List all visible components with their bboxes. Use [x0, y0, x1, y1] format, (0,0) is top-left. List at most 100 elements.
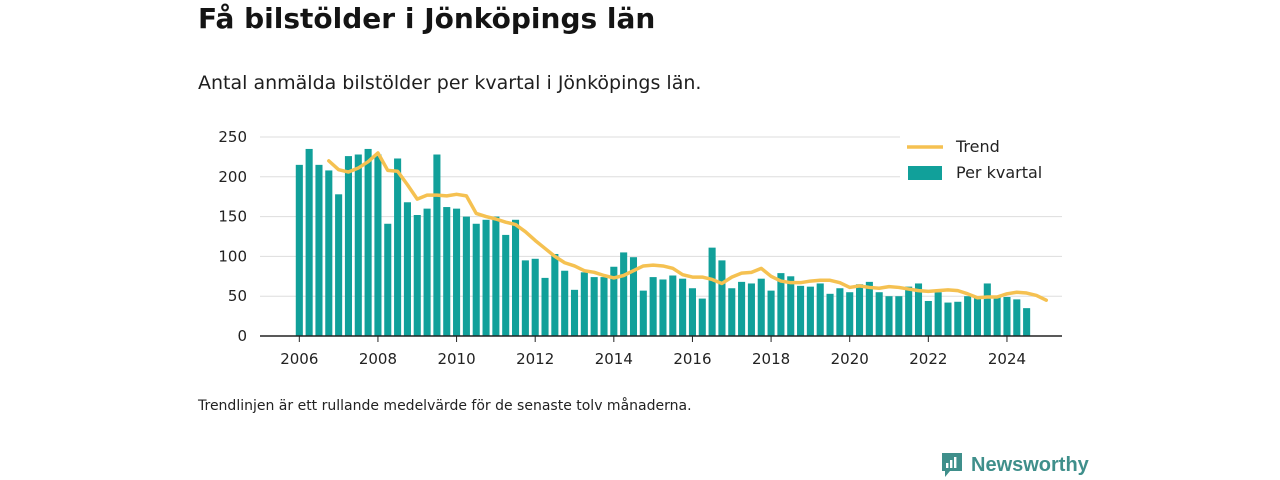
- bar: [590, 277, 598, 336]
- bar: [620, 252, 628, 336]
- bar: [325, 170, 333, 336]
- x-tick-label: 2018: [752, 350, 790, 368]
- bar: [747, 283, 755, 336]
- bar: [806, 286, 814, 336]
- brand-name: Newsworthy: [971, 453, 1089, 476]
- bar: [954, 301, 962, 336]
- bar: [610, 266, 618, 336]
- bar: [708, 247, 716, 336]
- x-tick-label: 2016: [673, 350, 711, 368]
- bar: [570, 289, 579, 336]
- x-tick-label: 2012: [516, 350, 554, 368]
- bar: [964, 296, 972, 336]
- bar: [541, 277, 549, 336]
- x-tick-label: 2014: [595, 350, 633, 368]
- bar: [384, 223, 392, 336]
- y-tick-label: 250: [218, 128, 247, 146]
- bar: [698, 298, 706, 336]
- bar: [600, 277, 608, 336]
- axes: 0 50 100 150 200 250 2006 2008 2010 2012 2014 2016 2…: [218, 128, 1062, 368]
- bar-series: [295, 148, 1031, 336]
- x-tick-label: 2022: [909, 350, 947, 368]
- bar: [580, 272, 588, 336]
- bar: [757, 278, 765, 336]
- bar: [895, 296, 903, 336]
- bar-line-chart: 0 50 100 150 200 250 2006 2008 2010 2012 2014 2016 2…: [218, 128, 1062, 368]
- bar: [659, 279, 667, 336]
- bar: [521, 260, 529, 336]
- legend-bar-label: Per kvartal: [956, 163, 1042, 182]
- bar: [315, 164, 323, 336]
- bar: [728, 288, 736, 336]
- y-tick-label: 200: [218, 168, 247, 186]
- bar: [797, 285, 805, 336]
- bar: [856, 284, 864, 336]
- bar: [1023, 308, 1031, 336]
- bar: [1003, 297, 1011, 336]
- chart-title: Få bilstölder i Jönköpings län: [198, 2, 656, 35]
- x-tick-label: 2024: [988, 350, 1026, 368]
- bar: [934, 292, 942, 336]
- bar: [492, 216, 500, 336]
- bar: [639, 290, 647, 336]
- bar: [688, 288, 696, 336]
- x-tick-label: 2006: [280, 350, 318, 368]
- chart-subtitle: Antal anmälda bilstölder per kvartal i J…: [198, 72, 702, 94]
- bar: [738, 281, 746, 336]
- y-tick-label: 50: [228, 287, 247, 305]
- x-tick-label: 2020: [831, 350, 869, 368]
- bar: [973, 296, 982, 336]
- x-tick-label: 2008: [359, 350, 397, 368]
- bar: [413, 215, 421, 336]
- bar: [305, 148, 313, 336]
- bar: [629, 257, 638, 336]
- bar: [816, 283, 824, 336]
- y-tick-label: 100: [218, 247, 247, 265]
- bar: [423, 208, 431, 336]
- bar: [433, 154, 441, 336]
- bar: [1013, 299, 1021, 336]
- bar: [679, 278, 687, 336]
- bar: [512, 219, 520, 336]
- bar: [502, 234, 510, 336]
- newsworthy-logo-icon: [942, 453, 962, 477]
- bar: [374, 154, 382, 336]
- bar: [718, 260, 726, 336]
- trend-line: [327, 151, 1049, 302]
- bar: [403, 202, 411, 336]
- brand-logo[interactable]: Newsworthy: [940, 452, 1089, 478]
- bar: [482, 219, 490, 336]
- bar: [649, 277, 657, 336]
- bar: [767, 290, 775, 336]
- bar: [472, 223, 480, 336]
- legend: Trend Per kvartal: [900, 132, 1062, 190]
- legend-bar-swatch: [908, 166, 942, 180]
- y-tick-label: 150: [218, 208, 247, 226]
- bar: [914, 283, 923, 336]
- bar: [865, 281, 873, 336]
- bar: [787, 276, 795, 336]
- bar: [344, 156, 352, 336]
- bar: [993, 296, 1001, 336]
- bar: [335, 194, 343, 336]
- bar: [561, 270, 569, 336]
- bar: [531, 258, 539, 336]
- bar: [394, 158, 402, 336]
- bar: [983, 283, 991, 336]
- bar: [354, 154, 362, 336]
- bar: [462, 216, 470, 336]
- bar: [905, 286, 913, 336]
- bar: [826, 293, 834, 336]
- legend-background: [900, 132, 1062, 190]
- legend-trend-label: Trend: [955, 137, 1000, 156]
- bar: [875, 292, 883, 336]
- footnote: Trendlinjen är ett rullande medelvärde f…: [198, 398, 692, 414]
- bar: [453, 208, 461, 336]
- bar: [846, 292, 854, 336]
- bar: [885, 296, 893, 336]
- bar: [295, 164, 303, 336]
- bar: [551, 254, 559, 336]
- y-tick-label: 0: [237, 327, 247, 345]
- bar: [944, 302, 952, 336]
- x-tick-label: 2010: [437, 350, 475, 368]
